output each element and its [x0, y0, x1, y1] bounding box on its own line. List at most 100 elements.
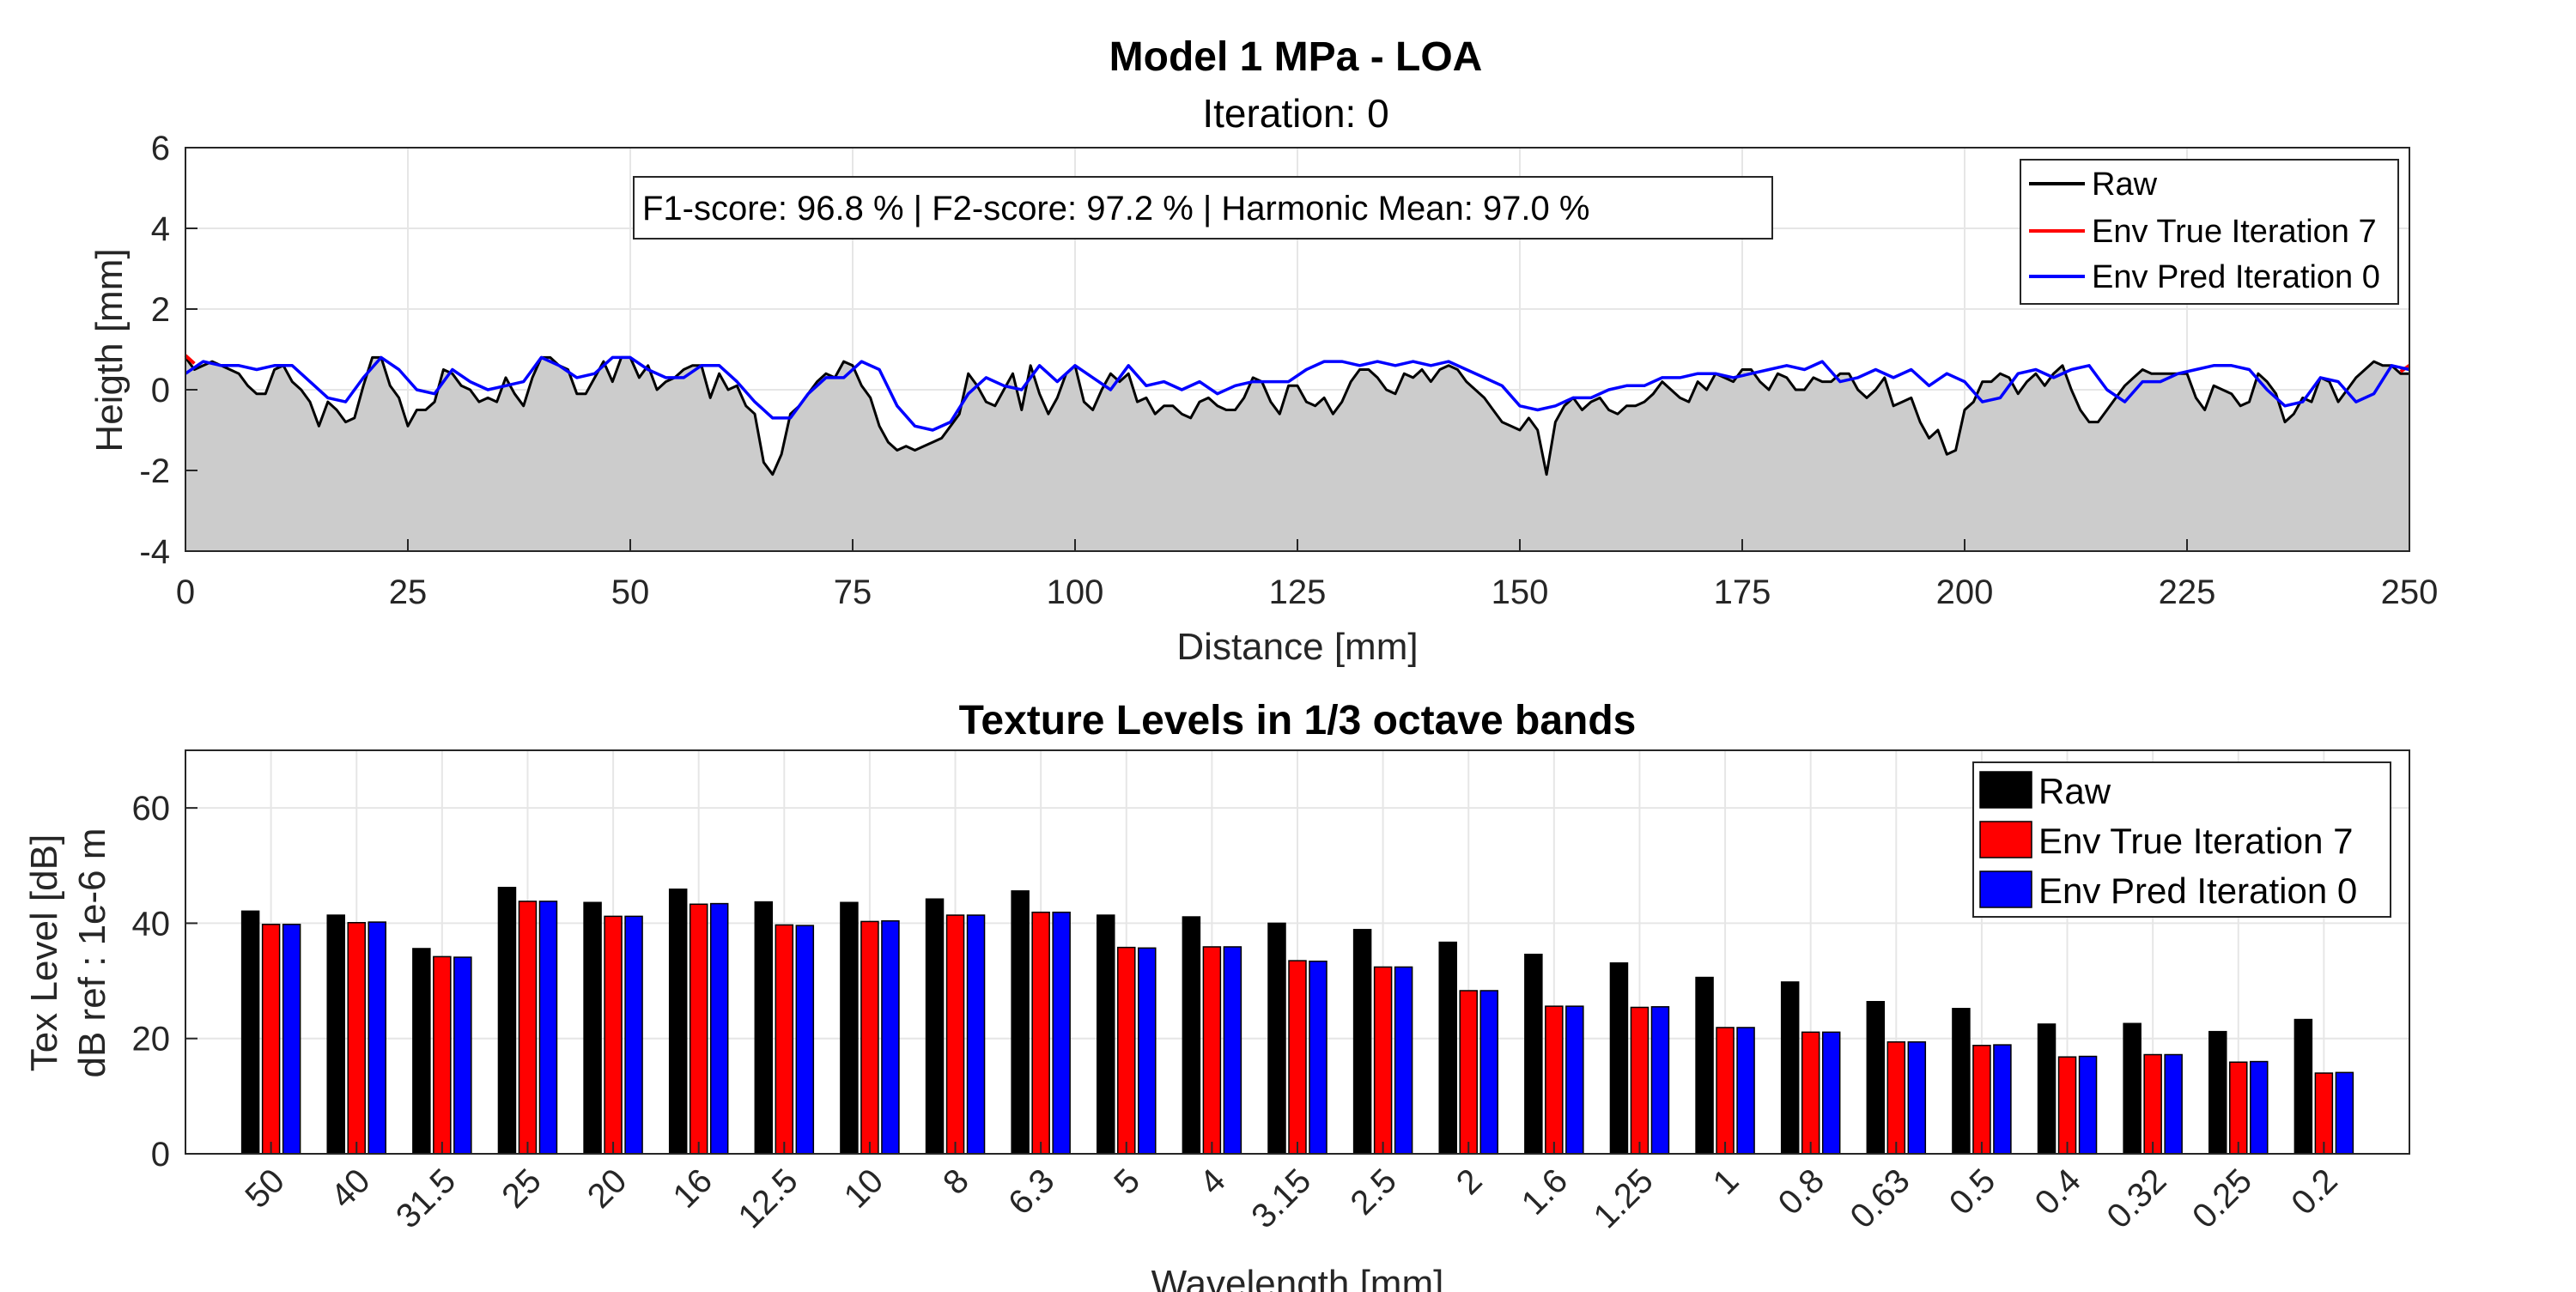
score-annotation-text: F1-score: 96.8 % | F2-score: 97.2 % | Ha…: [642, 190, 1589, 227]
texture-bar-env-true: [433, 955, 452, 1155]
profile-y-tick-label: -2: [139, 452, 170, 490]
texture-bar-raw: [2208, 1030, 2227, 1155]
texture-x-tick-label: 4: [1193, 1162, 1233, 1202]
texture-x-tick-label: 0.63: [1844, 1162, 1917, 1235]
texture-bar-env-pred: [1821, 1031, 1841, 1155]
texture-x-tick-label: 16: [665, 1162, 720, 1216]
texture-bar-env-true: [1972, 1045, 1991, 1155]
texture-bar-env-pred: [1394, 966, 1413, 1155]
profile-x-axis-label: Distance [mm]: [1176, 626, 1418, 668]
texture-bar-env-pred: [1993, 1044, 2012, 1155]
texture-bar-raw: [1609, 962, 1629, 1155]
profile-y-tick-label: 4: [151, 210, 170, 248]
texture-bar-env-true: [1716, 1027, 1735, 1155]
texture-bar-raw: [1182, 916, 1201, 1155]
texture-x-tick-label: 1: [1706, 1162, 1747, 1202]
texture-y-tick-label: 20: [132, 1021, 171, 1058]
texture-bar-env-true: [2314, 1072, 2334, 1155]
texture-bar-env-pred: [795, 925, 815, 1155]
profile-y-tick-label: -4: [139, 533, 170, 571]
texture-y-axis-label-line1: Tex Level [dB]: [23, 834, 65, 1071]
texture-bar-raw: [668, 889, 688, 1155]
profile-chart-title: Model 1 MPa - LOA: [1109, 34, 1483, 80]
profile-x-tick-label: 125: [1269, 573, 1327, 611]
texture-bar-env-true: [860, 920, 879, 1155]
texture-bar-raw: [1952, 1008, 1971, 1155]
texture-bar-env-true: [1886, 1040, 1906, 1155]
texture-bar-env-true: [261, 924, 281, 1155]
profile-x-tick-label: 175: [1714, 573, 1771, 611]
texture-bar-env-pred: [1736, 1027, 1755, 1155]
texture-bar-raw: [1438, 941, 1457, 1155]
profile-x-tick-label: 75: [834, 573, 872, 611]
profile-chart-subtitle: Iteration: 0: [1202, 91, 1388, 136]
texture-bar-env-pred: [2250, 1060, 2269, 1155]
texture-bar-raw: [2293, 1018, 2313, 1155]
texture-x-tick-label: 0.8: [1771, 1162, 1832, 1222]
texture-x-tick-label: 10: [837, 1162, 891, 1216]
texture-bar-env-true: [1288, 960, 1307, 1155]
texture-y-tick-label: 40: [132, 905, 171, 943]
profile-raw-fill: [185, 357, 2409, 551]
texture-x-tick-label: 31.5: [389, 1162, 463, 1235]
texture-bar-raw: [583, 901, 602, 1155]
texture-bar-env-true: [1630, 1006, 1649, 1155]
texture-x-tick-label: 2: [1449, 1162, 1490, 1202]
texture-bar-raw: [412, 948, 431, 1155]
texture-x-tick-label: 1.6: [1515, 1162, 1575, 1222]
texture-bar-raw: [2123, 1022, 2142, 1155]
texture-bar-env-true: [775, 924, 794, 1155]
texture-bar-env-pred: [2078, 1055, 2098, 1155]
texture-x-tick-label: 0.25: [2185, 1162, 2259, 1235]
texture-bar-env-pred: [1309, 960, 1327, 1155]
texture-legend-label-raw: Raw: [2038, 771, 2111, 811]
texture-bar-env-pred: [1138, 947, 1157, 1155]
texture-bar-env-true: [2143, 1053, 2162, 1155]
texture-bar-env-pred: [624, 915, 643, 1155]
texture-chart: Texture Levels in 1/3 octave bands 50 40 3…: [23, 698, 2410, 1292]
texture-x-tick-label: 6.3: [1001, 1162, 1061, 1222]
texture-bar-env-true: [347, 922, 366, 1155]
texture-bar-raw: [1267, 922, 1286, 1155]
texture-bar-env-pred: [538, 901, 558, 1155]
profile-env-pred-line: [185, 355, 2410, 432]
texture-bar-raw: [1352, 929, 1372, 1155]
texture-legend-label-env-pred: Env Pred Iteration 0: [2038, 870, 2357, 911]
texture-bar-env-true: [945, 914, 965, 1155]
texture-legend: Raw Env True Iteration 7 Env Pred Iterat…: [1972, 761, 2391, 918]
texture-x-tick-label: 1.25: [1587, 1162, 1661, 1235]
texture-y-axis-label-line2: dB ref : 1e-6 m: [71, 828, 113, 1077]
texture-bar-env-true: [1545, 1005, 1564, 1155]
texture-legend-box: [1972, 761, 2391, 918]
profile-x-tick-label: 150: [1492, 573, 1549, 611]
texture-x-tick-label: 12.5: [732, 1162, 805, 1235]
texture-bar-raw: [2037, 1023, 2057, 1155]
texture-bar-raw: [240, 910, 260, 1155]
texture-x-tick-label: 20: [580, 1162, 635, 1216]
texture-bar-env-true: [1031, 911, 1050, 1155]
texture-x-tick-label: 25: [495, 1162, 549, 1216]
texture-bar-env-pred: [282, 924, 301, 1155]
texture-x-tick-label: 2.5: [1344, 1162, 1404, 1222]
texture-y-tick-label: 0: [151, 1136, 170, 1174]
texture-bar-env-pred: [1907, 1040, 1927, 1155]
texture-bar-raw: [1011, 890, 1030, 1155]
texture-bar-raw: [1097, 914, 1115, 1155]
texture-bar-env-pred: [1650, 1006, 1670, 1155]
texture-bar-env-true: [1117, 946, 1136, 1155]
texture-bar-raw: [754, 901, 774, 1155]
texture-x-tick-label: 40: [324, 1162, 378, 1216]
texture-bar-env-pred: [2335, 1071, 2354, 1155]
texture-x-tick-label: 50: [238, 1162, 292, 1216]
profile-y-tick-label: 6: [151, 130, 170, 167]
texture-bar-raw: [497, 887, 517, 1155]
texture-bar-env-true: [1373, 966, 1393, 1155]
texture-bar-env-pred: [1479, 990, 1498, 1155]
texture-x-tick-label: 5: [1107, 1162, 1147, 1202]
texture-bar-env-pred: [881, 919, 900, 1155]
texture-bar-env-true: [2057, 1056, 2077, 1155]
texture-bar-raw: [1866, 1000, 1886, 1155]
texture-bar-env-true: [518, 901, 538, 1155]
profile-x-tick-label: 25: [389, 573, 428, 611]
